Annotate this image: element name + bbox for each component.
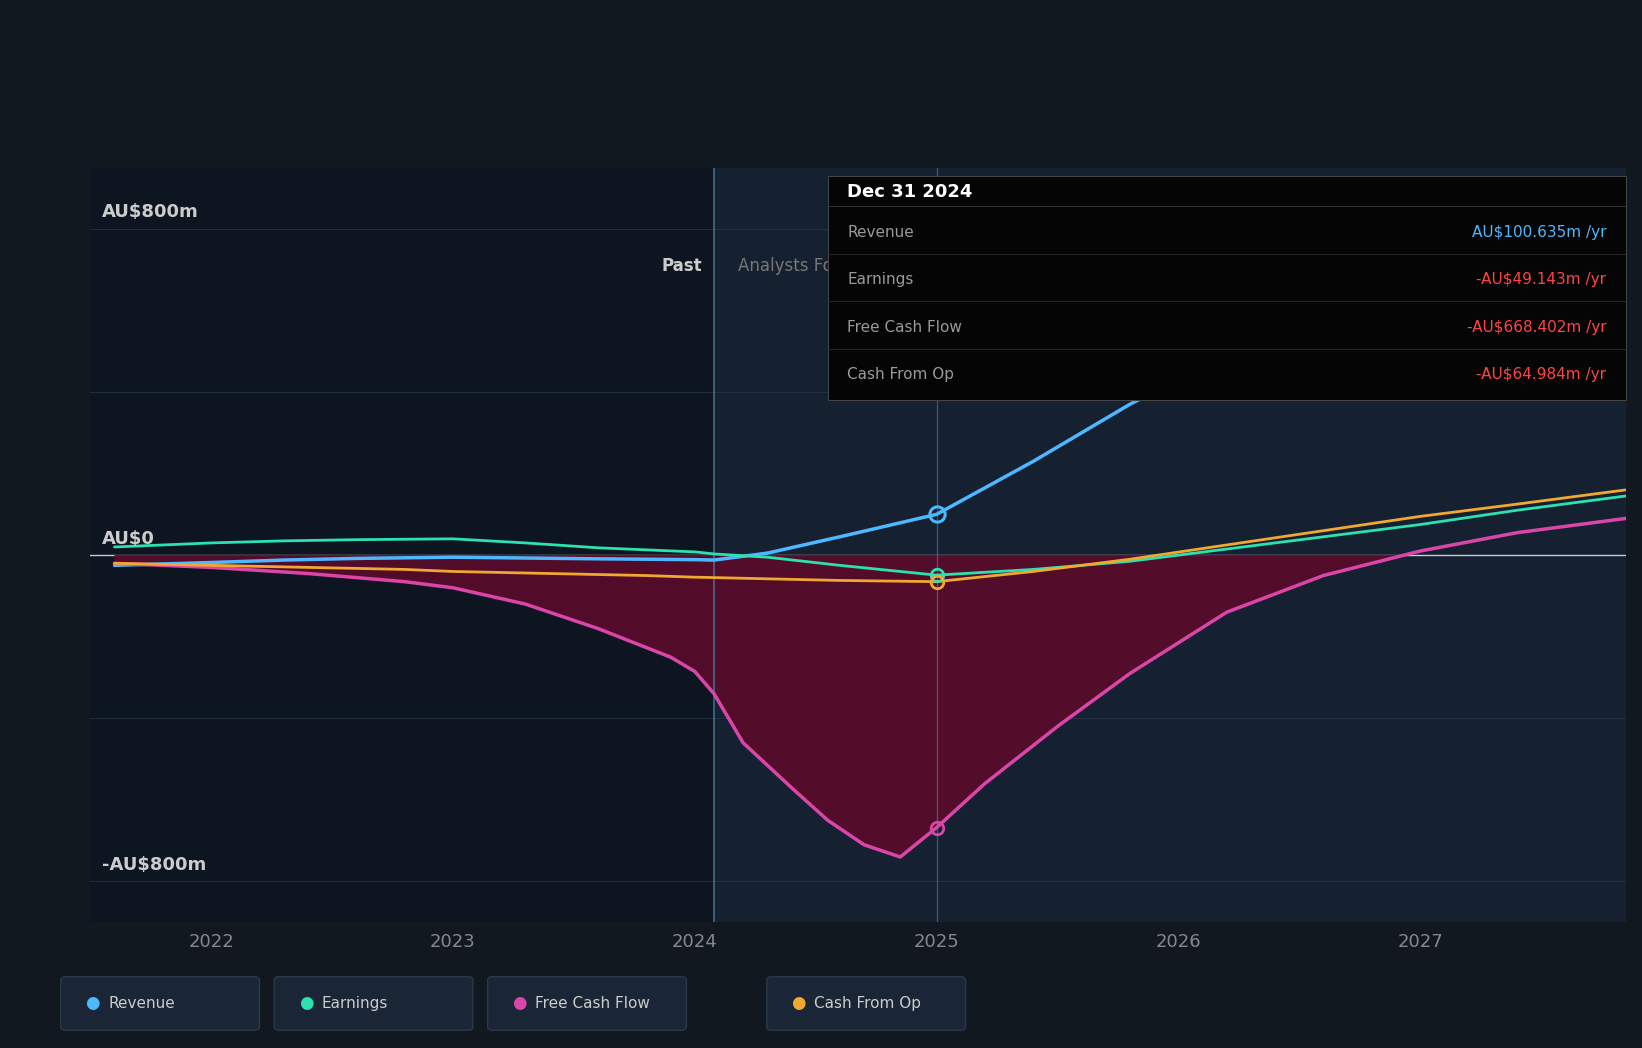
Text: AU$0: AU$0 xyxy=(102,530,156,548)
Text: Free Cash Flow: Free Cash Flow xyxy=(847,320,962,334)
Text: Free Cash Flow: Free Cash Flow xyxy=(535,996,650,1011)
Text: -AU$64.984m /yr: -AU$64.984m /yr xyxy=(1476,367,1606,383)
Text: -AU$668.402m /yr: -AU$668.402m /yr xyxy=(1466,320,1606,334)
Text: Earnings: Earnings xyxy=(847,272,913,287)
Text: AU$100.635m /yr: AU$100.635m /yr xyxy=(1471,225,1606,240)
Text: Past: Past xyxy=(662,258,703,276)
Bar xyxy=(828,176,1626,400)
Bar xyxy=(90,168,714,922)
Text: ●: ● xyxy=(85,995,100,1012)
Text: ●: ● xyxy=(512,995,527,1012)
Text: Cash From Op: Cash From Op xyxy=(847,367,954,383)
Text: ●: ● xyxy=(299,995,314,1012)
Text: Revenue: Revenue xyxy=(847,225,915,240)
Text: Cash From Op: Cash From Op xyxy=(814,996,921,1011)
Bar xyxy=(714,168,1626,922)
Text: AU$800m: AU$800m xyxy=(102,202,199,221)
Text: Analysts Forecasts: Analysts Forecasts xyxy=(739,258,893,276)
Text: ●: ● xyxy=(791,995,806,1012)
Text: -AU$49.143m /yr: -AU$49.143m /yr xyxy=(1476,272,1606,287)
Text: Earnings: Earnings xyxy=(322,996,388,1011)
Text: -AU$800m: -AU$800m xyxy=(102,856,207,874)
Text: Dec 31 2024: Dec 31 2024 xyxy=(847,183,972,201)
Text: Revenue: Revenue xyxy=(108,996,176,1011)
